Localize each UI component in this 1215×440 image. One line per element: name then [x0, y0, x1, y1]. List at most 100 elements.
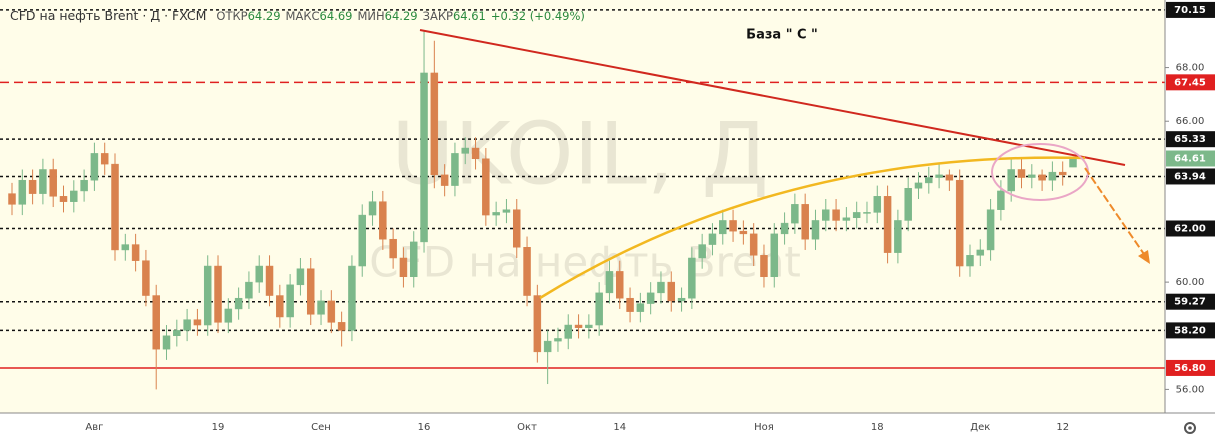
y-tick-label: 56.00 [1176, 384, 1205, 395]
candle-body [152, 295, 160, 350]
candle-body [543, 340, 552, 353]
candle-body [296, 268, 305, 286]
candle-body [142, 260, 150, 296]
candle-body [832, 209, 840, 221]
candle-body [1069, 158, 1077, 168]
candle-body [595, 292, 603, 326]
candle-body [255, 265, 263, 283]
plot-background [0, 0, 1165, 413]
level-label: 67.45 [1174, 77, 1206, 88]
x-tick-label: Окт [517, 422, 537, 433]
candle-body [997, 190, 1005, 210]
candle-body [502, 209, 511, 213]
candle-body [111, 163, 119, 251]
y-tick-label: 60.00 [1176, 277, 1205, 288]
candle-body [1007, 169, 1015, 192]
candle-body [811, 220, 820, 240]
candle-body [873, 196, 882, 213]
candle-body [28, 179, 37, 194]
y-tick-label: 66.00 [1176, 116, 1205, 127]
change: +0.32 (+0.49%) [490, 9, 585, 23]
level-label: 62.00 [1174, 223, 1206, 234]
candle-body [90, 153, 99, 181]
ohlc-value: 64.61 [452, 9, 486, 23]
candle-body [461, 147, 469, 154]
candle-body [1058, 171, 1067, 176]
x-tick-label: Ноя [754, 422, 774, 433]
candle-body [729, 220, 737, 232]
level-label-box [1166, 74, 1215, 91]
candle-body [286, 284, 294, 318]
candle-body [276, 295, 284, 318]
candle-body [822, 209, 830, 221]
candle-body [440, 174, 449, 186]
candle-body [739, 230, 748, 235]
level-label-box [1166, 293, 1215, 310]
candle-body [399, 257, 408, 278]
candle-body [214, 265, 222, 323]
candle-body [162, 335, 171, 350]
candle-body [482, 158, 490, 216]
candle-body [636, 303, 645, 312]
candle-body [935, 174, 943, 178]
level-label-box [1166, 322, 1215, 339]
candle-body [306, 268, 315, 315]
candle-body [379, 201, 387, 240]
ohlc-label: ОТКР [216, 9, 248, 23]
candle-body [193, 319, 202, 326]
watermark-symbol: UKOIL, Д [391, 104, 768, 204]
candle-body [801, 204, 809, 240]
candle-body [719, 220, 727, 235]
candle-body [708, 233, 717, 245]
candle-body [842, 217, 851, 221]
candle-body [564, 324, 573, 339]
candle-body [626, 297, 634, 312]
candle-body [523, 247, 531, 296]
ohlc-value: 64.29 [384, 9, 418, 23]
candle-body [945, 174, 954, 181]
level-label: 70.15 [1174, 5, 1206, 16]
candle-body [173, 330, 181, 337]
x-tick-label: 19 [212, 422, 225, 433]
candle-body [49, 169, 57, 197]
candle-body [925, 177, 933, 184]
candle-body [183, 319, 191, 331]
candle-body [852, 212, 861, 219]
level-label-box [1166, 168, 1215, 185]
candle-body [976, 249, 985, 256]
level-label: 59.27 [1174, 297, 1206, 308]
candle-body [59, 196, 68, 202]
candle-body [554, 338, 562, 342]
candle-body [894, 220, 902, 253]
ohlc-label: ЗАКР [422, 9, 453, 23]
candle-body [348, 265, 356, 331]
watermark-name: CFD на нефть Brent [369, 238, 801, 287]
candle-body [39, 169, 47, 194]
candle-body [749, 233, 758, 256]
axis-layer: 68.00 66.00 60.00 56.00 70.15 67.45 65.33 63.94… [85, 1, 1215, 433]
level-label: 58.20 [1174, 325, 1206, 336]
x-tick-label: Сен [311, 422, 331, 433]
candle-body [688, 257, 696, 299]
settings-icon[interactable] [1184, 422, 1196, 434]
candle-body [70, 190, 78, 202]
candle-body [955, 179, 964, 267]
candle-body [605, 271, 614, 294]
ohlc-label: МИН [357, 9, 385, 23]
arrow-head [1138, 250, 1150, 264]
legend-header: CFD на нефть Brent · Д · FXCM ОТКР64.29 МА… [10, 8, 590, 23]
level-label: 63.94 [1174, 171, 1206, 182]
x-tick-label: Авг [85, 422, 103, 433]
annotation: База " С " [746, 28, 818, 43]
candle-body [904, 188, 912, 221]
candle-body [585, 324, 593, 328]
ohlc-value: 64.69 [319, 9, 353, 23]
x-tick-label: 12 [1056, 422, 1069, 433]
levels [0, 9, 1165, 369]
candle-body [1038, 174, 1046, 181]
candle-body [121, 244, 130, 251]
ohlc-label: МАКС [285, 9, 320, 23]
candle-body [131, 244, 140, 261]
x-tick-label: 18 [871, 422, 884, 433]
